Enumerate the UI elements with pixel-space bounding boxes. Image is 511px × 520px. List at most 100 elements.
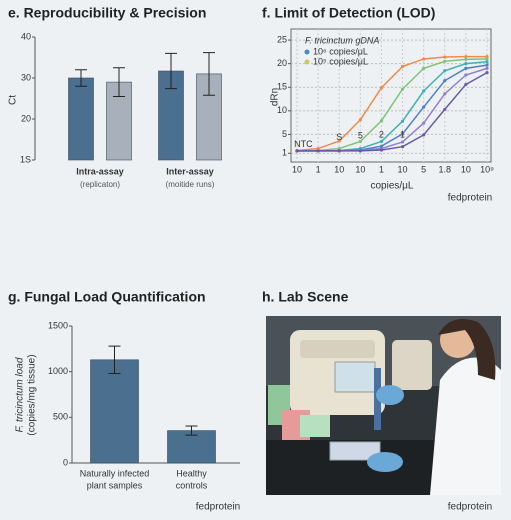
y-axis-label: dRn xyxy=(270,88,281,106)
y-tick-label: 1 xyxy=(282,148,287,158)
point xyxy=(464,66,468,70)
y-tick-label: 20 xyxy=(277,58,287,68)
point xyxy=(400,64,405,69)
point xyxy=(443,107,447,112)
x-tick-label: 1 xyxy=(379,164,384,174)
point xyxy=(464,54,468,59)
annotation: 2 xyxy=(379,130,384,140)
x-tick-label: plant samples xyxy=(87,480,143,490)
point xyxy=(464,82,468,87)
legend-label: 10⁶ copies/μL xyxy=(313,46,368,56)
point xyxy=(485,66,489,70)
y-tick-label: 20 xyxy=(21,113,31,123)
point xyxy=(422,66,426,70)
x-tick-label: Healthy xyxy=(176,468,207,478)
point xyxy=(358,139,362,144)
bar xyxy=(90,359,139,464)
x-axis-label: copies/μL xyxy=(370,181,413,192)
point xyxy=(422,57,426,61)
x-tick-label: 10 xyxy=(461,164,471,174)
credit: fedprotein xyxy=(196,502,240,513)
y-tick-label: 40 xyxy=(21,31,31,41)
y-tick-label: 30 xyxy=(21,72,31,82)
point xyxy=(337,139,341,143)
legend-swatch xyxy=(304,59,310,65)
point xyxy=(400,87,405,91)
point xyxy=(485,63,489,67)
point xyxy=(379,86,384,90)
y-axis-label: F. tricinctum load (copies/mg tissue) xyxy=(15,354,38,435)
error-bar xyxy=(113,67,125,97)
annotation: 5 xyxy=(358,131,363,141)
bar xyxy=(68,77,94,161)
y-tick-label: 1500 xyxy=(48,320,68,330)
point xyxy=(400,132,405,136)
x-tick-label: Inter-assay xyxy=(166,166,214,176)
y-tick-label: 15 xyxy=(277,82,287,92)
point xyxy=(443,92,447,96)
line xyxy=(297,71,488,152)
error-bar xyxy=(165,52,177,90)
y-axis-label: Ct xyxy=(8,95,19,105)
x-tick-label: 10⁹ xyxy=(480,164,494,174)
x-tick-label: 10 xyxy=(334,164,344,174)
point xyxy=(464,57,468,62)
point xyxy=(422,133,426,137)
error-bar xyxy=(75,69,87,87)
x-tick-label: 5 xyxy=(421,164,426,174)
point xyxy=(485,57,489,61)
point xyxy=(443,59,447,63)
panel-title: f. Limit of Detection (LOD) xyxy=(262,5,435,21)
annotation: S xyxy=(336,132,342,142)
panel-title: g. Fungal Load Quantification xyxy=(8,289,206,305)
annotation: 1 xyxy=(400,130,405,140)
x-tick-label: 1.8 xyxy=(439,164,452,174)
line xyxy=(296,58,488,152)
x-tick-label: Naturally infected xyxy=(80,468,150,478)
point xyxy=(379,148,384,152)
y-tick-label: 0 xyxy=(63,457,68,467)
panel-title: h. Lab Scene xyxy=(262,289,349,305)
point xyxy=(400,119,405,123)
point xyxy=(422,121,426,125)
point xyxy=(443,69,447,73)
point xyxy=(422,89,426,93)
y-tick-label: 5 xyxy=(282,129,287,139)
point xyxy=(485,54,489,59)
point xyxy=(485,60,489,64)
x-tick-label: controls xyxy=(176,480,208,490)
x-tick-label: Intra-assay xyxy=(76,166,124,176)
panel-title: e. Reproducibility & Precision xyxy=(8,5,206,21)
point xyxy=(443,55,447,59)
legend-title: F. tricinctum gDNA xyxy=(305,35,379,45)
credit: fedprotein xyxy=(448,502,492,513)
point xyxy=(379,139,384,144)
point xyxy=(400,140,405,144)
legend-swatch xyxy=(304,49,310,55)
category-note: (replicaton) xyxy=(80,180,120,189)
point xyxy=(379,144,384,148)
y-tick-label: 10 xyxy=(277,105,287,115)
y-tick-label: 1S xyxy=(20,154,31,164)
point xyxy=(358,149,362,153)
x-tick-label: 10 xyxy=(355,164,365,174)
point xyxy=(464,62,468,66)
point xyxy=(422,105,426,109)
y-tick-label: 25 xyxy=(277,34,287,44)
bar xyxy=(167,430,216,464)
point xyxy=(443,79,447,83)
x-tick-label: 10 xyxy=(398,164,408,174)
category-note: (moitide runs) xyxy=(166,180,215,189)
point xyxy=(464,73,468,77)
x-tick-label: 10 xyxy=(292,164,302,174)
y-axis-label-line: F. tricinctum load xyxy=(15,357,26,432)
line xyxy=(296,55,487,152)
point xyxy=(358,118,362,122)
point xyxy=(379,119,384,123)
y-tick-label: 1000 xyxy=(48,366,68,376)
annotation: NTC xyxy=(294,139,313,149)
point xyxy=(400,145,405,149)
point xyxy=(316,149,320,153)
error-bar xyxy=(203,52,215,96)
